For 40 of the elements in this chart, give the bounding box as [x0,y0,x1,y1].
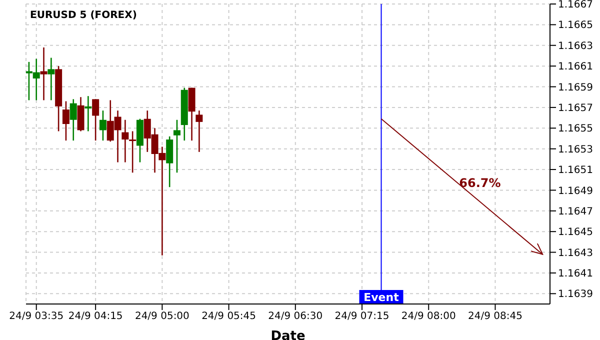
y-tick-label: 1.1653 [558,144,593,156]
y-tick-label: 1.1645 [558,227,593,238]
y-tick-label: 1.1663 [558,40,593,52]
candlestick [99,110,106,142]
annotation: 66.7% [459,176,501,190]
y-tick-label: 1.1665 [558,20,593,32]
x-tick-label: 24/9 06:30 [268,311,323,322]
y-tick-label: 1.1643 [558,248,593,259]
x-tick-label: 24/9 08:00 [401,311,456,322]
candlestick [48,57,55,101]
candlestick [173,119,180,174]
candlestick [122,119,129,163]
candlestick [70,98,77,142]
x-tick-label: 24/9 05:00 [134,311,190,322]
candlestick [196,110,203,153]
x-tick-label: 24/9 07:15 [334,311,390,322]
x-tick-label: 24/9 04:15 [68,311,123,322]
candlestick [40,46,48,101]
ref-line-label: Event [364,291,399,304]
y-tick-label: 1.1641 [558,268,593,280]
y-tick-label: 1.1657 [558,103,593,114]
text: EURUSD 5 (FOREX) [30,10,137,21]
y-tick-label: 1.1667 [558,0,593,11]
candlestick [84,95,92,132]
y-tick-label: 1.1647 [558,206,593,218]
y-tick-label: 1.1651 [558,165,593,176]
y-tick-label: 1.1649 [558,186,593,197]
x-axis-title: Date [270,329,306,340]
candlestick [62,100,70,142]
candlestick [166,136,174,188]
candlestick [129,130,136,174]
y-tick-label: 1.1655 [558,124,593,135]
y-tick-label: 1.1661 [558,62,593,73]
candlestick [92,98,100,142]
y-tick-label: 1.1639 [558,289,593,300]
candlestick [188,87,196,142]
x-tick-label: 24/9 03:35 [9,311,64,322]
x-tick-label: 24/9 08:45 [468,311,522,322]
x-tick-label: 24/9 05:45 [202,311,256,322]
y-tick-label: 1.1659 [558,82,593,94]
